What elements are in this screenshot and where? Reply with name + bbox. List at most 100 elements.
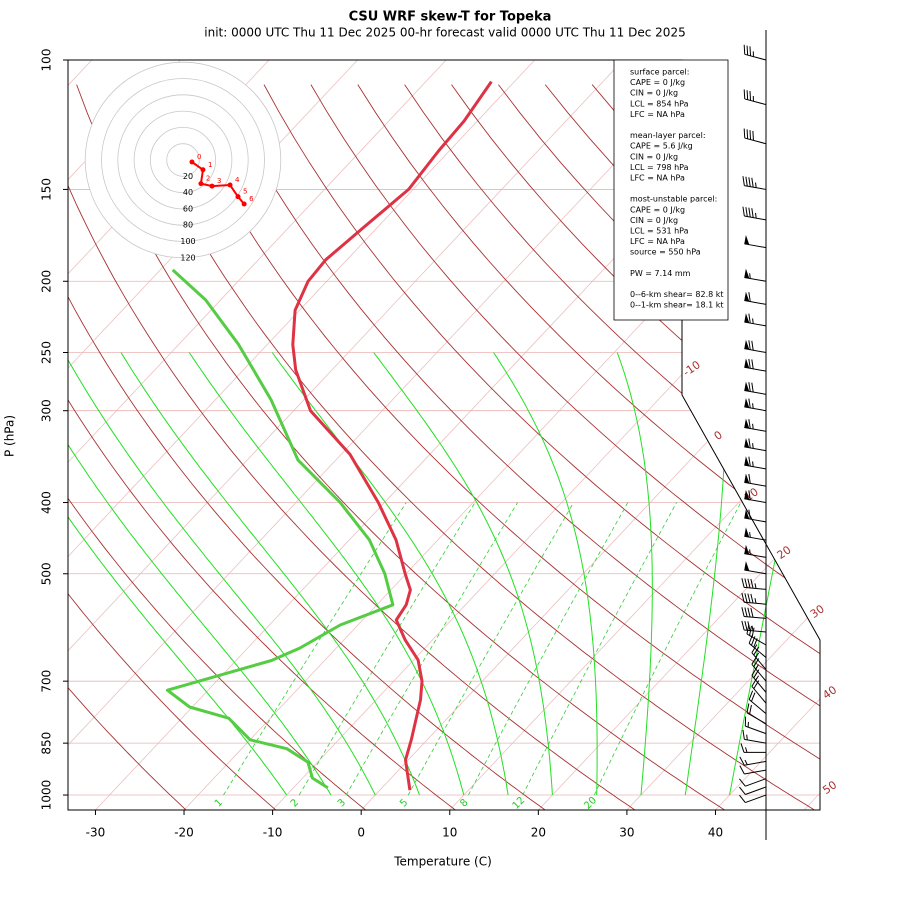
barb-full <box>744 607 748 617</box>
barb-full <box>739 765 745 775</box>
wind-barb <box>744 313 767 327</box>
barb-full <box>744 620 748 631</box>
barb-half <box>749 549 751 555</box>
moist-adiabat <box>120 352 420 796</box>
barb-full <box>750 692 756 702</box>
wind-barb <box>744 561 767 575</box>
barb-full <box>748 438 751 448</box>
info-line: LCL = 531 hPa <box>630 227 689 236</box>
barb-flag <box>744 291 750 302</box>
barb-full <box>751 382 754 393</box>
hodograph-ring <box>133 110 233 210</box>
wind-barb <box>748 634 767 658</box>
barb-full <box>740 743 745 753</box>
y-tick-label: 150 <box>40 178 54 201</box>
barb-staff <box>745 778 767 787</box>
hodograph-height-label: 2 <box>206 175 210 183</box>
wind-barb <box>741 607 767 619</box>
dry-adiabat <box>68 84 546 810</box>
barb-staff <box>744 276 767 282</box>
barb-staff <box>744 738 767 744</box>
barb-full <box>744 578 748 588</box>
barb-full <box>748 490 751 500</box>
info-line: most-unstable parcel: <box>630 195 717 204</box>
chart-title: CSU WRF skew-T for Topeka <box>349 10 552 25</box>
info-line: LCL = 798 hPa <box>630 163 689 172</box>
wind-barb <box>744 358 767 372</box>
barb-full <box>743 128 746 139</box>
barb-staff <box>744 215 767 221</box>
barb-half <box>752 443 754 449</box>
x-tick-label: -20 <box>174 826 194 840</box>
wind-barb <box>744 398 767 412</box>
barb-half <box>752 403 754 409</box>
barb-staff <box>744 321 767 327</box>
barb-staff <box>744 464 767 470</box>
isotherm <box>68 60 447 810</box>
hodograph-ring <box>166 143 200 177</box>
barb-full <box>746 90 749 100</box>
barb-full <box>746 129 749 139</box>
dry-adiabat <box>68 84 277 810</box>
barb-full <box>741 578 745 588</box>
hodograph-point <box>241 201 247 207</box>
barb-flag <box>744 544 750 555</box>
barb-half <box>754 598 757 604</box>
barb-flag <box>744 509 750 519</box>
wind-barb <box>743 89 767 106</box>
barb-flag <box>744 438 750 448</box>
wind-barb <box>744 456 767 470</box>
barb-staff <box>744 569 767 575</box>
y-tick-label: 400 <box>40 491 54 514</box>
barb-full <box>739 756 745 766</box>
barb-full <box>745 207 748 217</box>
y-tick-label: 1000 <box>40 780 54 811</box>
hodograph-height-label: 5 <box>243 188 247 196</box>
barb-full <box>748 456 751 467</box>
wind-barb <box>743 44 767 61</box>
barb-full <box>743 89 746 99</box>
info-line: CAPE = 5.6 J/kg <box>630 142 693 151</box>
hodograph-ring-label: 80 <box>183 221 193 230</box>
barb-full <box>749 46 752 56</box>
barb-full <box>748 473 751 484</box>
hodograph-height-label: 3 <box>217 177 221 185</box>
barb-full <box>748 358 751 369</box>
y-tick-label: 700 <box>40 670 54 693</box>
wind-barb <box>739 794 767 804</box>
isotherm <box>538 60 820 810</box>
barb-half <box>755 212 757 219</box>
x-axis-label: Temperature (C) <box>393 855 492 869</box>
barb-full <box>751 644 758 653</box>
dry-adiabat <box>68 84 636 810</box>
hodograph-ring <box>117 94 249 226</box>
y-axis-label: P (hPa) <box>3 415 17 457</box>
wind-barb <box>744 716 767 735</box>
wind-barb <box>751 655 767 682</box>
isotherm <box>272 60 820 810</box>
info-line: CAPE = 0 J/kg <box>630 78 685 87</box>
info-line: CIN = 0 J/kg <box>630 216 678 225</box>
hodograph-point <box>227 182 233 188</box>
chart-subtitle: init: 0000 UTC Thu 11 Dec 2025 00-hr for… <box>204 26 685 40</box>
wind-barb <box>741 578 767 590</box>
barb-full <box>747 607 751 618</box>
wind-barb <box>742 176 767 190</box>
barb-full <box>748 382 751 392</box>
dry-adiabat <box>357 84 820 810</box>
info-line: LFC = NA hPa <box>630 110 685 119</box>
barb-full <box>753 669 760 679</box>
barb-full <box>748 292 751 302</box>
barb-full <box>748 690 754 700</box>
hodograph-height-label: 6 <box>249 195 254 203</box>
moist-adiabat <box>68 352 332 796</box>
hodograph-height-label: 4 <box>235 176 240 184</box>
wind-barb <box>744 268 767 282</box>
barb-staff <box>751 675 767 693</box>
mixing-ratio-line <box>223 502 407 796</box>
barb-staff <box>744 769 767 775</box>
barb-full <box>746 45 749 56</box>
dry-adiabat <box>122 84 815 810</box>
x-tick-label: 40 <box>708 826 723 840</box>
